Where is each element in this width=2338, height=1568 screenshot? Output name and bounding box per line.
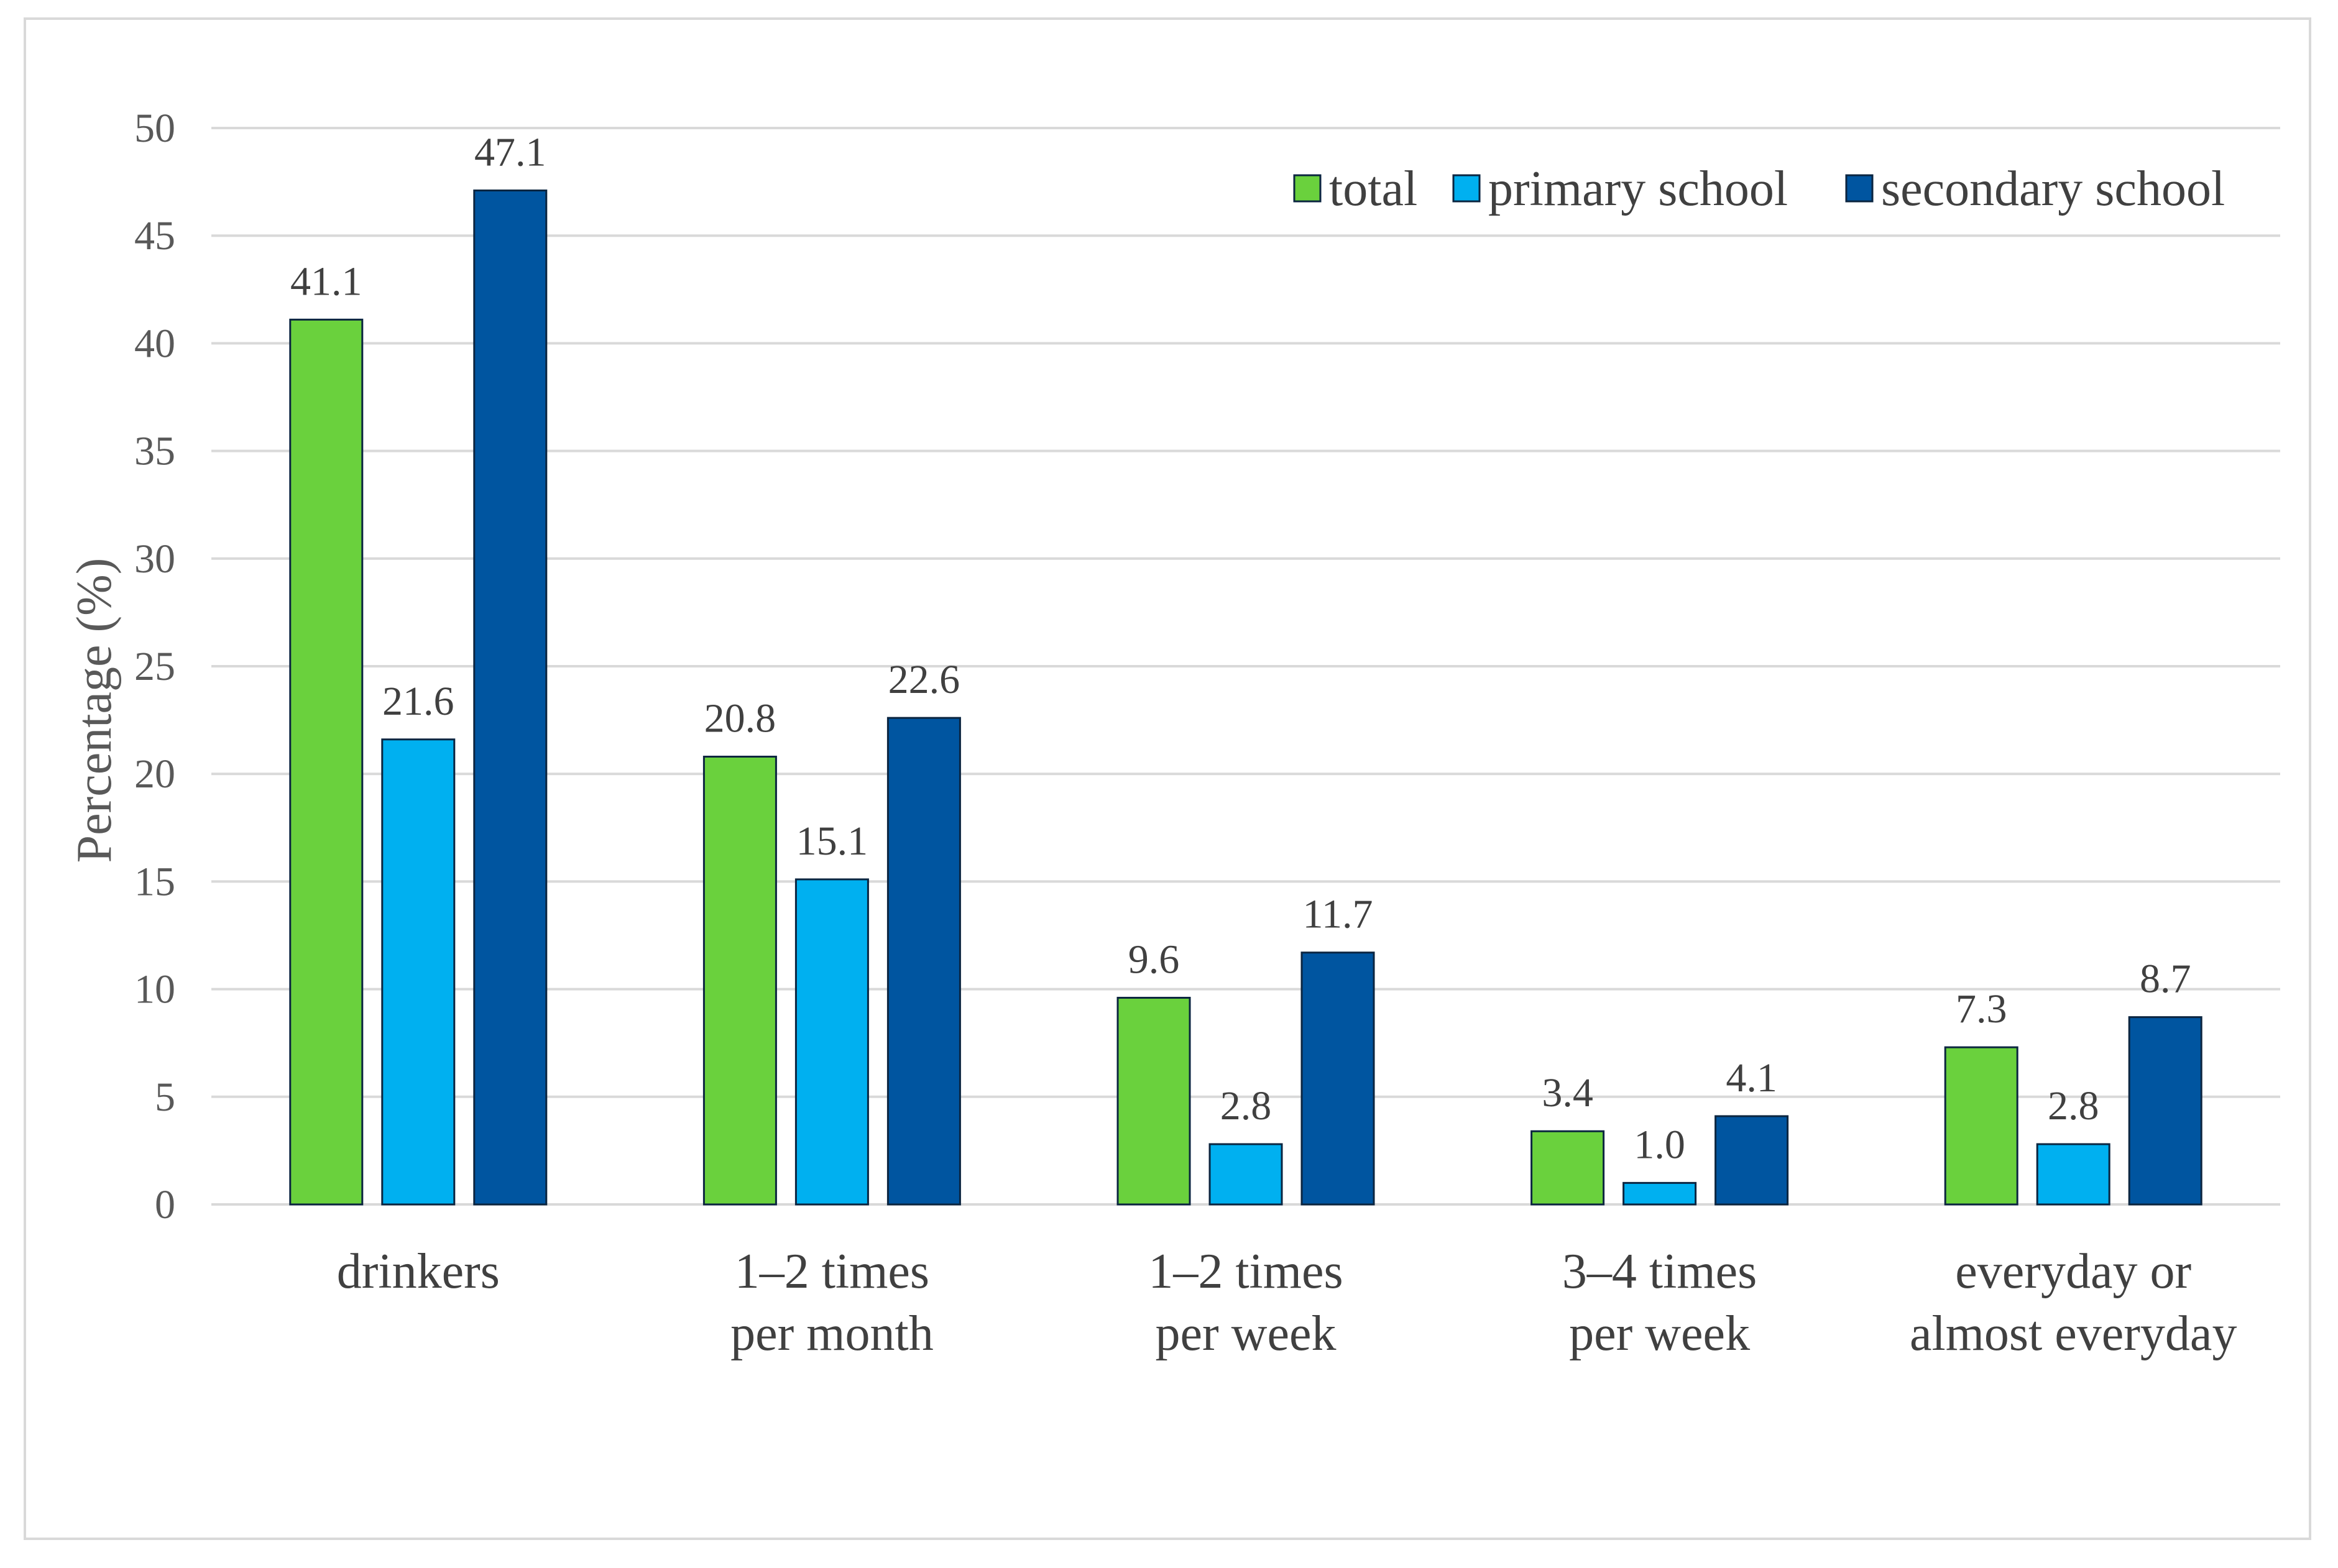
y-tick-label: 10: [134, 967, 175, 1012]
category-label: drinkers: [337, 1244, 500, 1299]
data-label: 21.6: [382, 679, 454, 724]
bar-total-3: [1530, 1130, 1605, 1206]
bar-primary-school-4: [2036, 1143, 2110, 1206]
bar-primary-school-1: [794, 878, 869, 1206]
category-label: 1–2 times: [735, 1244, 929, 1299]
category-label: per month: [730, 1306, 934, 1361]
y-tick-label: 15: [134, 859, 175, 904]
data-label: 15.1: [796, 818, 868, 864]
data-label: 7.3: [1956, 986, 2007, 1032]
category-label: per week: [1156, 1306, 1337, 1361]
data-label: 2.8: [1220, 1083, 1272, 1129]
y-tick-label: 35: [134, 429, 175, 474]
data-label: 2.8: [2048, 1083, 2099, 1129]
bar-primary-school-2: [1208, 1143, 1283, 1206]
bar-total-2: [1116, 996, 1191, 1206]
data-label: 9.6: [1128, 937, 1180, 982]
y-tick-label: 0: [155, 1182, 175, 1227]
bar-total-0: [289, 318, 364, 1206]
bars: [289, 189, 2202, 1206]
y-tick-label: 5: [155, 1075, 175, 1120]
data-label: 47.1: [474, 129, 546, 175]
category-label: per week: [1569, 1306, 1750, 1361]
legend-label: total: [1329, 162, 1417, 216]
data-labels: 41.1 21.6 47.1 20.8 15.1 22.6 9.6 2.8 11.7 3.4 1.0…: [290, 129, 2191, 1167]
legend-swatch-secondary-school: [1845, 174, 1874, 203]
y-axis-ticks: 0 5 10 15 20 25 30 35 40 45 50: [134, 106, 175, 1227]
y-tick-label: 30: [134, 536, 175, 582]
category-label: 3–4 times: [1562, 1244, 1757, 1299]
bar-primary-school-0: [381, 738, 456, 1206]
y-tick-label: 45: [134, 213, 175, 259]
data-label: 11.7: [1302, 892, 1373, 937]
legend-label: primary school: [1488, 162, 1788, 216]
category-label: almost everyday: [1910, 1306, 2237, 1361]
y-tick-label: 50: [134, 106, 175, 151]
legend-swatch-primary-school: [1452, 174, 1481, 203]
y-tick-label: 25: [134, 644, 175, 689]
bar-secondary-school-3: [1714, 1115, 1789, 1206]
data-label: 3.4: [1542, 1070, 1593, 1116]
legend: total primary school secondary school: [1293, 162, 2225, 216]
data-label: 8.7: [2140, 956, 2191, 1002]
bar-primary-school-3: [1622, 1181, 1697, 1206]
data-label: 1.0: [1634, 1122, 1685, 1167]
legend-swatch-total: [1293, 174, 1322, 203]
bar-secondary-school-4: [2128, 1016, 2202, 1206]
gridlines: [211, 127, 2280, 1206]
bar-secondary-school-2: [1300, 951, 1375, 1206]
bar-secondary-school-1: [886, 717, 961, 1206]
category-label: 1–2 times: [1148, 1244, 1343, 1299]
data-label: 22.6: [888, 657, 960, 702]
y-axis-label: Percentage (%): [67, 558, 122, 863]
y-tick-label: 20: [134, 751, 175, 797]
data-label: 4.1: [1726, 1055, 1777, 1101]
bar-total-1: [702, 755, 777, 1206]
y-tick-label: 40: [134, 321, 175, 366]
data-label: 41.1: [290, 259, 362, 304]
data-label: 20.8: [704, 695, 776, 741]
x-axis-categories: drinkers 1–2 times per month 1–2 times per w…: [337, 1244, 2237, 1361]
bar-secondary-school-0: [473, 189, 548, 1206]
legend-label: secondary school: [1881, 162, 2225, 216]
bar-total-4: [1944, 1046, 2018, 1206]
category-label: everyday or: [1955, 1244, 2191, 1299]
